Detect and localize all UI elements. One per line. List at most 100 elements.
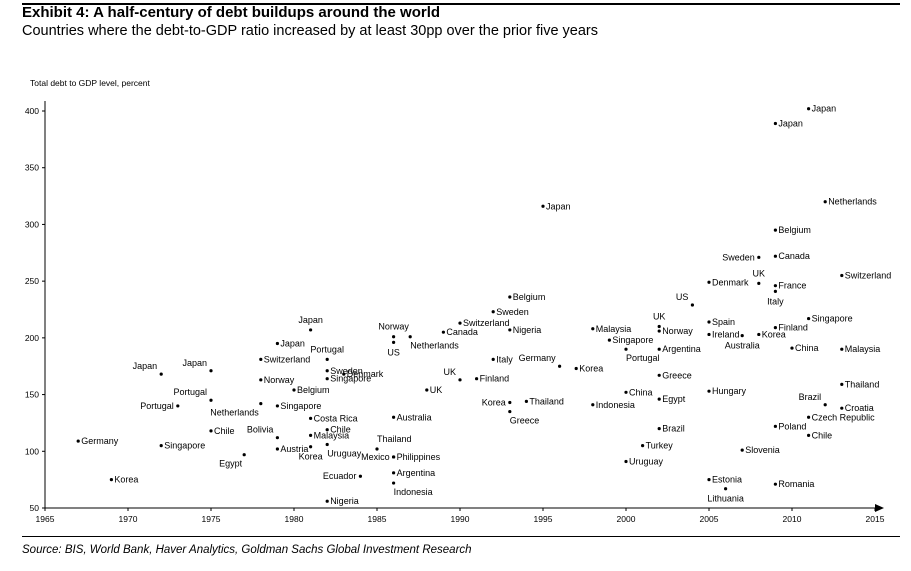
- point-japan-2009: [773, 121, 778, 126]
- point-label-belgium: Belgium: [778, 225, 811, 235]
- point-label-chile: Chile: [812, 430, 833, 440]
- x-tick-label: 2005: [700, 514, 719, 524]
- point-label-switzerland: Switzerland: [845, 270, 892, 280]
- point-uk-1988: [425, 388, 429, 392]
- point-japan-1972: [159, 372, 163, 376]
- point-korea-1981: [309, 445, 313, 449]
- point-sweden-2008: [757, 255, 761, 259]
- point-label-italy: Italy: [767, 296, 784, 306]
- point-australia-2007: [740, 333, 744, 338]
- point-bolivia-1979: [275, 436, 279, 440]
- point-label-korea: Korea: [579, 363, 603, 373]
- x-axis-arrow-icon: [875, 504, 884, 512]
- point-label-chile: Chile: [214, 426, 235, 436]
- point-uk-2002: [657, 324, 661, 329]
- point-label-egypt: Egypt: [662, 394, 686, 404]
- point-singapore-1979: [275, 404, 279, 408]
- x-tick-label: 1975: [202, 514, 221, 524]
- point-label-bolivia: Bolivia: [247, 425, 274, 435]
- point-label-indonesia: Indonesia: [596, 400, 635, 410]
- point-japan-1979: [275, 341, 279, 346]
- x-tick-label: 1965: [36, 514, 55, 524]
- point-label-portugal: Portugal: [140, 401, 174, 411]
- point-poland-2009: [773, 424, 778, 428]
- point-romania-2009: [773, 482, 778, 486]
- point-belgium-2009: [773, 228, 778, 232]
- point-label-australia: Australia: [397, 412, 432, 422]
- axes: 1965 1970 1975 1980 1985 1990 1995 2000 2005 2010…: [25, 101, 885, 524]
- point-label-indonesia: Indonesia: [394, 487, 433, 497]
- point-label-finland: Finland: [480, 374, 510, 384]
- point-label-finland: Finland: [778, 323, 808, 333]
- point-label-uk: UK: [653, 312, 666, 322]
- point-label-malaysia: Malaysia: [845, 344, 881, 354]
- point-croatia-2013: [840, 406, 844, 410]
- point-ireland-2005: [707, 332, 711, 337]
- y-axis-label: Total debt to GDP level, percent: [30, 78, 150, 88]
- point-label-estonia: Estonia: [712, 475, 742, 485]
- point-label-poland: Poland: [778, 421, 806, 431]
- point-uk-2008: [757, 281, 761, 286]
- point-switzerland-1990: [458, 321, 462, 325]
- point-uk-1990: [458, 378, 462, 382]
- point-label-netherlands: Netherlands: [410, 341, 459, 351]
- point-hungary-2005: [707, 389, 711, 393]
- point-label-netherlands: Netherlands: [828, 197, 877, 207]
- point-label-belgium: Belgium: [297, 385, 330, 395]
- point-label-brazil: Brazil: [799, 392, 822, 402]
- point-label-sweden: Sweden: [722, 252, 755, 262]
- point-spain-2005: [707, 320, 711, 324]
- point-label-ecuador: Ecuador: [323, 471, 357, 481]
- point-egypt-1977: [242, 453, 246, 457]
- point-label-japan: Japan: [280, 339, 305, 349]
- point-japan-2011: [807, 107, 811, 111]
- point-label-australia: Australia: [725, 341, 760, 351]
- point-korea-1993: [508, 400, 512, 405]
- point-germany-1996: [558, 364, 562, 368]
- point-label-thailand: Thailand: [377, 434, 412, 444]
- point-label-turkey: Turkey: [646, 441, 674, 451]
- point-label-denmark: Denmark: [347, 369, 384, 379]
- point-finland-1991: [475, 377, 479, 381]
- point-nigeria-1993: [508, 328, 512, 332]
- point-china-2010: [790, 346, 794, 350]
- point-label-argentina: Argentina: [662, 344, 701, 354]
- point-france-2009: [773, 284, 778, 288]
- point-label-romania: Romania: [778, 479, 814, 489]
- point-us-2004: [690, 303, 695, 307]
- y-tick-label: 150: [25, 390, 39, 400]
- point-label-thailand: Thailand: [845, 379, 880, 389]
- point-switzerland-1978: [259, 357, 263, 362]
- point-label-switzerland: Switzerland: [463, 318, 510, 328]
- point-label-belgium: Belgium: [513, 292, 546, 302]
- point-chile-2011: [807, 433, 811, 438]
- point-malaysia-1998: [591, 327, 595, 331]
- point-thailand-1994: [524, 399, 529, 403]
- point-malaysia-2013: [840, 347, 844, 351]
- point-label-canada: Canada: [778, 251, 810, 261]
- point-label-germany: Germany: [81, 436, 119, 446]
- point-korea-2008: [757, 332, 761, 337]
- point-belgium-1993: [508, 295, 512, 299]
- point-chile-1982: [325, 428, 329, 432]
- y-tick-label: 200: [25, 333, 39, 343]
- point-ecuador-1984: [358, 474, 362, 478]
- point-greece-1993: [508, 409, 512, 414]
- point-label-china: China: [795, 343, 819, 353]
- point-singapore-1972: [159, 444, 163, 448]
- point-label-nigeria: Nigeria: [513, 325, 542, 335]
- point-label-korea: Korea: [762, 329, 786, 339]
- source-note: Source: BIS, World Bank, Haver Analytics…: [22, 544, 472, 556]
- point-label-japan: Japan: [546, 201, 571, 211]
- x-tick-label: 1995: [534, 514, 553, 524]
- point-egypt-2002: [657, 397, 661, 401]
- point-label-singapore: Singapore: [164, 441, 205, 451]
- point-netherlands-1987: [408, 335, 412, 339]
- x-tick-label: 1990: [451, 514, 470, 524]
- point-japan-1995: [541, 204, 545, 208]
- point-label-greece: Greece: [510, 416, 540, 426]
- point-korea-1997: [574, 366, 578, 371]
- point-label-egypt: Egypt: [219, 459, 243, 469]
- point-japan-1975: [209, 369, 213, 373]
- point-label-canada: Canada: [446, 327, 478, 337]
